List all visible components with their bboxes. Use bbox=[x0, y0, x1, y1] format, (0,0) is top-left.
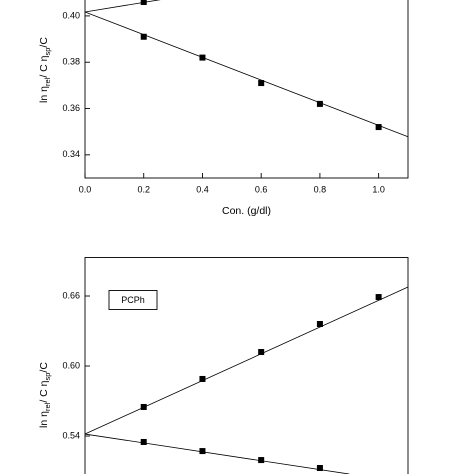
y-axis-title-part: ln η bbox=[38, 411, 50, 428]
data-point bbox=[316, 464, 323, 471]
y-tick-label: 0.60 bbox=[62, 360, 80, 370]
y-tick-label: 0.36 bbox=[62, 103, 80, 113]
y-axis-title-part: rel bbox=[43, 77, 52, 86]
x-tick-label: 0.2 bbox=[137, 184, 150, 194]
fit-line bbox=[84, 433, 350, 474]
data-point bbox=[199, 448, 206, 455]
x-tick-label: 0.6 bbox=[255, 184, 268, 194]
y-axis-title-part: rel bbox=[43, 402, 52, 411]
x-tick-label: 0.0 bbox=[79, 184, 92, 194]
x-axis-title: Con. (g/dl) bbox=[222, 205, 271, 217]
plot-frame bbox=[84, 0, 409, 179]
y-tick-label: 0.54 bbox=[62, 430, 80, 440]
y-axis-title-part: /C bbox=[38, 362, 50, 373]
annotation: PCPh bbox=[121, 295, 145, 305]
y-axis-title-part: sp bbox=[43, 373, 52, 381]
y-tick-label: 0.40 bbox=[62, 10, 80, 20]
fit-line bbox=[84, 11, 409, 138]
fit-line bbox=[84, 0, 161, 13]
y-axis-title-part: / C η bbox=[38, 55, 50, 77]
data-point bbox=[199, 375, 206, 382]
x-tick-label: 0.8 bbox=[314, 184, 327, 194]
data-point bbox=[140, 0, 147, 6]
data-point bbox=[258, 457, 265, 464]
plot: 0.34 0.36 0.38 0.40 0.0 0.2 0.4 0.6 0.8 1.0 Con. (… bbox=[38, 0, 409, 217]
y-axis-title-part: / C η bbox=[38, 380, 50, 402]
plot-frame bbox=[84, 257, 409, 474]
y-axis-title-part: ln η bbox=[38, 86, 50, 103]
data-point bbox=[140, 33, 147, 40]
y-tick-label: 0.38 bbox=[62, 57, 80, 67]
y-axis-title-part: sp bbox=[43, 48, 52, 56]
data-point bbox=[258, 80, 265, 87]
y-axis-title: ln ηrel/ C ηsp/C bbox=[38, 362, 53, 428]
data-point bbox=[140, 403, 147, 410]
data-point bbox=[140, 438, 147, 445]
fit-line bbox=[84, 286, 409, 435]
data-point bbox=[375, 294, 382, 301]
data-point bbox=[199, 54, 206, 61]
data-point bbox=[316, 100, 323, 107]
y-tick-label: 0.34 bbox=[62, 149, 80, 159]
data-point bbox=[375, 124, 382, 131]
data-point bbox=[258, 349, 265, 356]
data-point bbox=[316, 321, 323, 328]
x-tick-label: 0.4 bbox=[196, 184, 209, 194]
y-axis-title-part: /C bbox=[38, 37, 50, 48]
annotation-box bbox=[108, 290, 158, 310]
y-axis-title: ln ηrel/ C ηsp/C bbox=[38, 37, 53, 103]
plot: 0.54 0.60 0.66 ln ηrel/ C ηsp/C PCPh bbox=[38, 257, 409, 474]
y-tick-label: 0.66 bbox=[62, 290, 80, 300]
x-tick-label: 1.0 bbox=[372, 184, 385, 194]
